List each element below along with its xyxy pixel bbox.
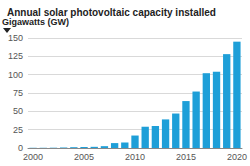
svg-text:2005: 2005 bbox=[74, 152, 94, 162]
svg-text:Annual solar photovoltaic capa: Annual solar photovoltaic capacity insta… bbox=[7, 7, 216, 18]
svg-text:0: 0 bbox=[18, 143, 23, 153]
svg-text:150: 150 bbox=[8, 33, 23, 43]
svg-text:125: 125 bbox=[8, 51, 23, 61]
svg-text:2000: 2000 bbox=[23, 152, 43, 162]
svg-text:2010: 2010 bbox=[125, 152, 145, 162]
svg-text:2015: 2015 bbox=[176, 152, 196, 162]
svg-text:100: 100 bbox=[8, 70, 23, 80]
svg-text:25: 25 bbox=[13, 125, 23, 135]
svg-text:75: 75 bbox=[13, 88, 23, 98]
svg-text:2020: 2020 bbox=[227, 152, 247, 162]
svg-text:50: 50 bbox=[13, 106, 23, 116]
svg-text:Gigawatts (GW): Gigawatts (GW) bbox=[2, 17, 69, 27]
